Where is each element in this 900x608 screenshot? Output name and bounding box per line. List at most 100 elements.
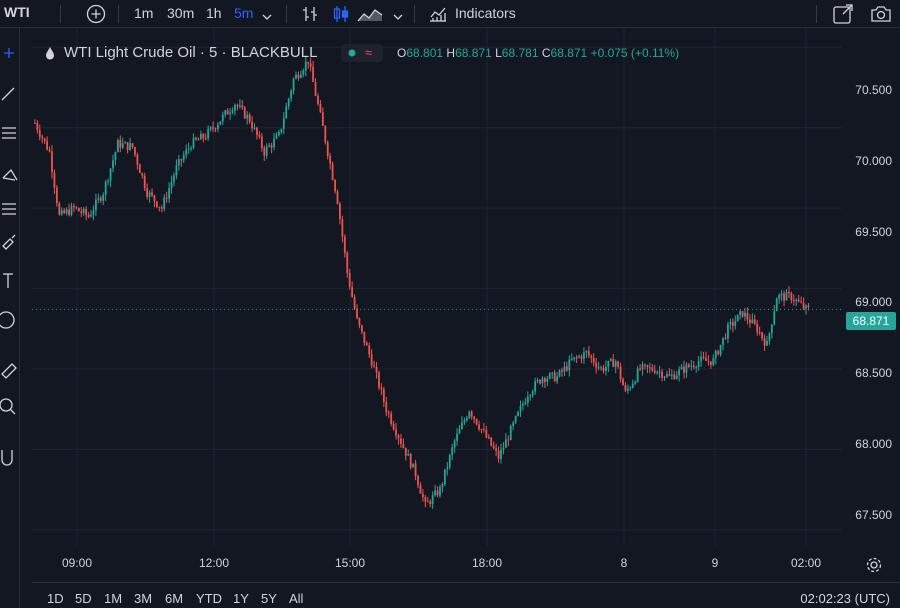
candle-body	[727, 324, 729, 339]
candle-body	[753, 319, 756, 324]
candle-body	[297, 74, 300, 78]
text-tool-icon[interactable]	[0, 268, 18, 292]
candle-body	[473, 416, 476, 419]
candle-body	[687, 364, 690, 367]
candle-body	[788, 292, 790, 294]
candle-body	[734, 321, 737, 326]
chevron-down-icon[interactable]	[393, 9, 403, 20]
candle-body	[756, 323, 759, 333]
fib-icon[interactable]	[0, 198, 18, 222]
range-6m-button[interactable]: 6M	[165, 591, 184, 606]
candle-body	[368, 345, 371, 355]
utc-clock[interactable]: 02:02:23 (UTC)	[800, 591, 890, 606]
candle-body	[436, 490, 439, 496]
range-ytd-button[interactable]: YTD	[196, 591, 222, 606]
candle-body	[595, 363, 598, 368]
candle-body	[87, 214, 90, 217]
candle-body	[739, 311, 742, 315]
candle-body	[556, 376, 559, 382]
candle-body	[766, 340, 768, 346]
symbol-search-button[interactable]: WTI	[4, 4, 30, 20]
low-label: L	[495, 46, 502, 60]
toolbar-separator	[816, 5, 817, 23]
range-5y-button[interactable]: 5Y	[261, 591, 277, 606]
top-toolbar: WTI 1m 30m 1h 5m Indicators	[0, 0, 900, 28]
settings-gear-icon[interactable]	[865, 556, 883, 574]
range-1d-button[interactable]: 1D	[47, 591, 64, 606]
range-3m-button[interactable]: 3M	[134, 591, 153, 606]
range-1m-button[interactable]: 1M	[104, 591, 123, 606]
candle-body	[382, 389, 385, 403]
area-chart-type-icon[interactable]	[357, 4, 383, 24]
candle-body	[605, 366, 607, 371]
zoom-icon[interactable]	[0, 394, 18, 418]
price-tick: 68.000	[855, 437, 892, 451]
candle-body	[573, 357, 576, 360]
camera-icon[interactable]	[869, 3, 893, 25]
candle-body	[646, 365, 649, 368]
trend-line-icon[interactable]	[0, 80, 18, 104]
candle-body	[697, 361, 700, 367]
change-value: +0.075 (+0.11%)	[590, 46, 680, 60]
open-value: 68.801	[406, 46, 444, 60]
candle-body	[761, 332, 763, 339]
candle-body	[248, 114, 251, 122]
candle-body	[243, 107, 246, 119]
emoji-icon[interactable]	[0, 308, 18, 332]
bar-chart-type-icon[interactable]	[300, 4, 320, 24]
candle-body	[651, 367, 654, 371]
chevron-down-icon[interactable]	[262, 9, 272, 20]
candle-body	[700, 356, 702, 362]
candle-body	[748, 319, 751, 324]
candle-body	[490, 437, 493, 446]
candle-body	[500, 449, 502, 459]
indicators-icon[interactable]	[428, 4, 448, 24]
candle-body	[529, 395, 532, 397]
candlestick-chart[interactable]	[32, 28, 842, 546]
candle-body	[187, 148, 190, 150]
price-axis[interactable]: 70.500 70.000 69.500 69.000 68.500 68.00…	[842, 28, 900, 546]
range-5d-button[interactable]: 5D	[75, 591, 92, 606]
timeframe-1m-button[interactable]: 1m	[134, 5, 154, 21]
drop-icon	[44, 46, 56, 60]
range-all-button[interactable]: All	[289, 591, 304, 606]
candle-body	[441, 484, 444, 487]
time-tick: 9	[711, 556, 719, 570]
candle-body	[534, 381, 537, 392]
candle-body	[158, 206, 161, 208]
horizontal-lines-icon[interactable]	[0, 122, 18, 146]
candle-body	[797, 299, 800, 302]
add-symbol-icon[interactable]	[86, 4, 106, 24]
timeframe-1h-button[interactable]: 1h	[206, 5, 222, 21]
time-tick: 8	[620, 556, 628, 570]
time-axis[interactable]: 09:00 12:00 15:00 18:00 8 9 02:00	[32, 546, 842, 582]
magnet-icon[interactable]	[0, 444, 18, 468]
candle-body	[80, 211, 83, 214]
candle-body	[346, 252, 349, 273]
candle-body	[278, 132, 280, 135]
candle-body	[768, 333, 771, 341]
candle-body	[807, 305, 810, 307]
timeframe-5m-button[interactable]: 5m	[234, 5, 254, 21]
candle-body	[539, 379, 541, 384]
candle-body	[370, 354, 373, 366]
close-label: C	[541, 46, 551, 60]
market-status-badge[interactable]: ≈	[341, 44, 383, 62]
fullscreen-icon[interactable]	[832, 3, 854, 25]
candle-body	[692, 365, 695, 368]
pattern-icon[interactable]	[0, 164, 18, 188]
candle-body	[209, 127, 212, 130]
crosshair-icon[interactable]	[0, 38, 18, 62]
timeframe-30m-button[interactable]: 30m	[167, 5, 195, 21]
candle-body	[360, 325, 363, 332]
indicators-button[interactable]: Indicators	[455, 5, 516, 21]
toolbar-separator	[414, 5, 415, 23]
candle-body	[192, 137, 195, 149]
candles-chart-type-icon[interactable]	[331, 4, 351, 24]
candle-body	[544, 378, 546, 382]
candle-body	[609, 359, 612, 361]
candle-body	[507, 439, 510, 441]
brush-icon[interactable]	[0, 234, 18, 258]
ruler-icon[interactable]	[0, 358, 18, 382]
range-1y-button[interactable]: 1Y	[233, 591, 249, 606]
